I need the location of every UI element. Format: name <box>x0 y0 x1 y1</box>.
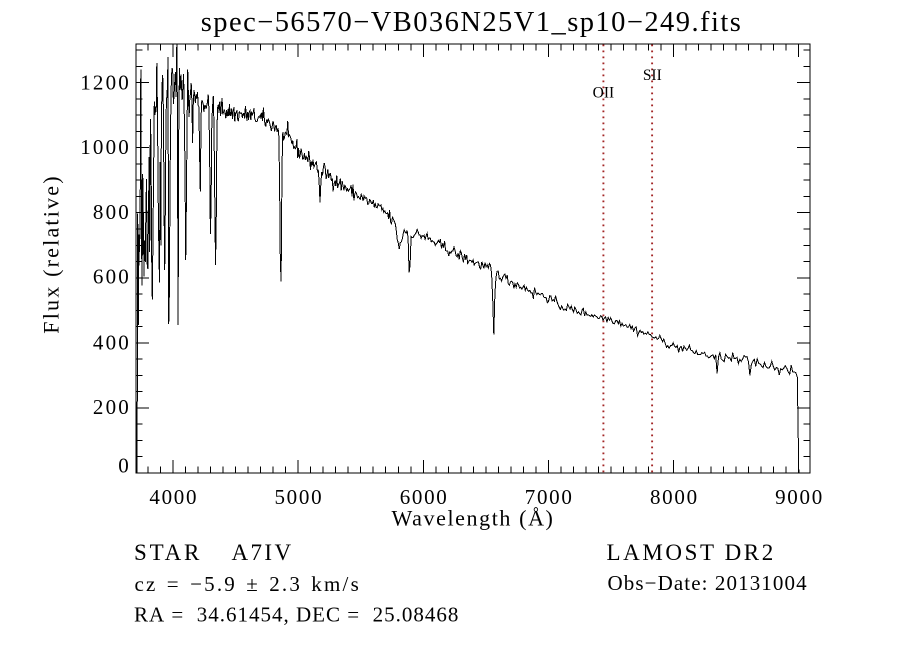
svg-text:OII: OII <box>593 85 615 102</box>
svg-text:cz = −5.9 ± 2.3 km/s: cz = −5.9 ± 2.3 km/s <box>135 572 361 596</box>
svg-text:LAMOST DR2: LAMOST DR2 <box>607 540 776 565</box>
svg-text:4000: 4000 <box>149 485 198 509</box>
svg-text:Flux (relative): Flux (relative) <box>39 174 64 333</box>
svg-text:7000: 7000 <box>525 485 574 509</box>
svg-text:9000: 9000 <box>775 485 824 509</box>
svg-text:Wavelength (Å): Wavelength (Å) <box>392 506 555 531</box>
svg-text:spec−56570−VB036N25V1_sp10−249: spec−56570−VB036N25V1_sp10−249.fits <box>201 7 743 38</box>
svg-text:600: 600 <box>93 265 131 289</box>
svg-text:SII: SII <box>643 67 662 84</box>
svg-text:RA = 34.61454, DEC = 25.0846: RA = 34.61454, DEC = 25.08468 <box>134 603 459 627</box>
svg-text:STAR: STAR <box>134 540 202 565</box>
svg-text:200: 200 <box>93 395 131 419</box>
svg-text:0: 0 <box>118 454 131 478</box>
svg-text:800: 800 <box>93 200 131 224</box>
svg-text:8000: 8000 <box>650 485 699 509</box>
svg-text:A7IV: A7IV <box>232 540 294 565</box>
svg-text:5000: 5000 <box>274 485 323 509</box>
svg-text:6000: 6000 <box>400 485 449 509</box>
svg-text:1200: 1200 <box>80 71 131 95</box>
svg-text:1000: 1000 <box>80 135 131 159</box>
svg-text:Obs−Date: 20131004: Obs−Date: 20131004 <box>608 571 808 595</box>
svg-text:400: 400 <box>93 331 131 355</box>
